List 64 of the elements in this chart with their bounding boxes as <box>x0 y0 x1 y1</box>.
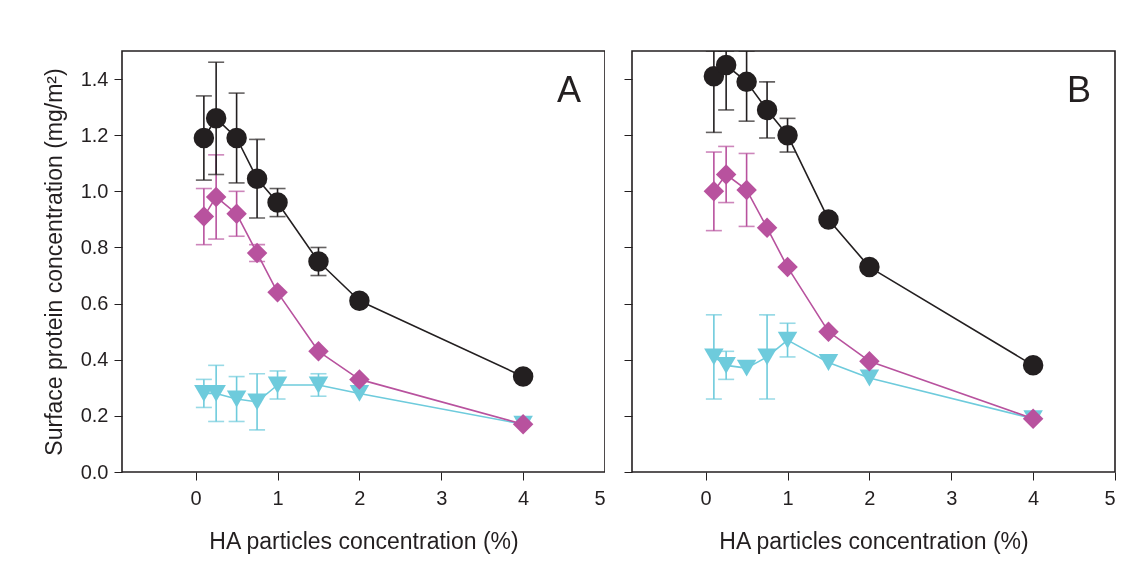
point <box>267 282 288 303</box>
point <box>859 369 880 387</box>
y-tick-label: 0.8 <box>80 235 109 258</box>
point <box>736 179 757 201</box>
x-tick-label: 1 <box>782 486 794 509</box>
point <box>1022 355 1044 376</box>
annotation: B <box>1066 69 1092 110</box>
point <box>818 354 839 371</box>
point <box>859 256 880 278</box>
point <box>716 356 736 374</box>
point <box>226 390 247 408</box>
point <box>703 181 725 202</box>
x-axis-title: HA particles concentration (%) <box>209 527 519 554</box>
point <box>756 99 778 121</box>
point <box>308 251 329 272</box>
point <box>247 393 267 411</box>
point <box>715 164 737 185</box>
point <box>777 124 798 146</box>
point <box>818 321 839 342</box>
y-axis-title: Surface protein concentration (mg/m²) <box>40 68 67 456</box>
x-tick-label: 2 <box>354 486 366 509</box>
point <box>308 341 329 362</box>
point <box>246 168 268 189</box>
point <box>756 217 778 239</box>
point <box>736 359 757 377</box>
point <box>859 350 880 372</box>
point <box>193 127 215 149</box>
annotation: A <box>556 69 582 110</box>
point <box>777 331 798 349</box>
x-tick-label: 3 <box>436 486 448 509</box>
point <box>512 366 534 387</box>
x-tick-label: 4 <box>518 486 530 509</box>
x-tick-label: 5 <box>594 486 606 509</box>
y-tick-label: 1.4 <box>80 67 109 90</box>
point <box>736 71 757 93</box>
point <box>757 348 777 366</box>
point <box>715 54 737 76</box>
x-tick-label: 0 <box>700 486 712 509</box>
point <box>349 369 370 390</box>
point <box>777 256 798 278</box>
x-axis-title: HA particles concentration (%) <box>719 527 1029 554</box>
x-tick-label: 5 <box>1104 486 1116 509</box>
x-tick-label: 3 <box>946 486 958 509</box>
point <box>205 186 227 208</box>
y-tick-label: 0.0 <box>80 460 109 483</box>
y-tick-label: 1.0 <box>80 179 109 202</box>
point <box>193 206 215 227</box>
x-tick-label: 4 <box>1028 486 1040 509</box>
y-tick-label: 0.2 <box>80 404 109 427</box>
y-tick-label: 0.6 <box>80 292 109 315</box>
point <box>226 203 247 225</box>
point <box>818 209 839 230</box>
x-tick-label: 2 <box>864 486 876 509</box>
x-tick-label: 0 <box>190 486 202 509</box>
point <box>267 376 288 394</box>
point <box>226 127 247 149</box>
x-tick-label: 1 <box>272 486 284 509</box>
point <box>205 108 227 129</box>
point <box>308 376 329 394</box>
point <box>704 348 724 366</box>
point <box>349 290 370 312</box>
point <box>267 192 288 213</box>
y-tick-label: 1.2 <box>80 123 109 146</box>
y-tick-label: 0.4 <box>80 348 109 371</box>
